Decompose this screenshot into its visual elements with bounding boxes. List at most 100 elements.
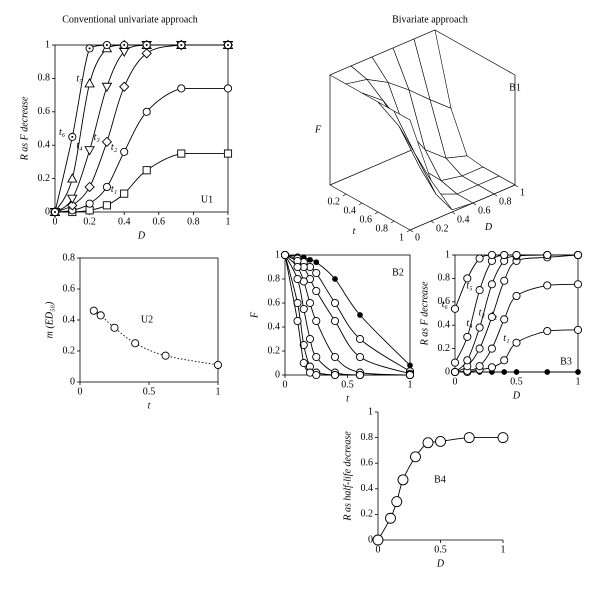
marker-center xyxy=(105,44,108,46)
y-tick-label: 0.4 xyxy=(268,321,281,332)
x-tick-label: 0.8 xyxy=(187,216,200,227)
marker xyxy=(141,48,152,59)
series-label: t₁ xyxy=(111,184,117,195)
marker xyxy=(573,280,583,289)
d-tick xyxy=(430,220,435,224)
marker xyxy=(463,356,472,365)
series-label: t₁ xyxy=(503,333,509,344)
d-tick-label: 0.4 xyxy=(457,214,470,225)
marker xyxy=(575,369,581,375)
y-tick-label: 1 xyxy=(445,249,450,260)
marker xyxy=(305,334,315,344)
panel-label: U1 xyxy=(201,194,213,205)
marker xyxy=(357,312,363,318)
marker xyxy=(475,344,484,353)
marker xyxy=(573,250,583,260)
marker xyxy=(512,338,521,347)
marker xyxy=(312,352,321,362)
x-tick-label: 1 xyxy=(226,216,231,227)
series-line xyxy=(54,44,228,213)
marker xyxy=(543,250,552,260)
marker xyxy=(299,340,308,350)
marker xyxy=(161,351,170,360)
x-tick-label: 0.2 xyxy=(83,216,96,227)
marker xyxy=(543,326,552,336)
t-tick-label: 0.2 xyxy=(328,196,341,207)
series-label: t₂ xyxy=(111,142,118,153)
d-tick-label: 0.2 xyxy=(436,223,449,234)
d-tick xyxy=(472,202,477,206)
x-tick-label: 0 xyxy=(283,379,288,390)
x-tick-label: 0 xyxy=(78,386,83,397)
t-tick-label: 0.4 xyxy=(344,205,357,216)
marker xyxy=(487,280,496,289)
marker xyxy=(101,136,113,147)
y-tick-label: 0.2 xyxy=(38,173,51,184)
marker xyxy=(405,370,415,380)
marker xyxy=(120,147,129,156)
y-tick-label: 0.2 xyxy=(438,343,451,354)
panel-label: B3 xyxy=(560,356,572,367)
x-axis-label: D xyxy=(436,558,445,569)
marker xyxy=(450,304,460,313)
t-tick xyxy=(390,220,395,224)
series-line xyxy=(93,310,219,366)
panel-label: B2 xyxy=(392,267,404,278)
y-tick-label: 0.4 xyxy=(63,314,76,325)
x-axis-label: t xyxy=(346,393,349,404)
marker xyxy=(463,332,472,341)
marker-center xyxy=(180,44,183,46)
marker xyxy=(307,256,313,263)
x-tick-label: 0.5 xyxy=(510,376,523,387)
y-axis-label: F xyxy=(249,311,260,319)
marker xyxy=(330,298,340,308)
x-axis-label: D xyxy=(137,230,146,241)
series-label: t₅ xyxy=(76,74,83,85)
d-tick xyxy=(493,193,498,197)
f-axis-label: F xyxy=(314,124,322,135)
marker xyxy=(101,82,113,93)
t-tick xyxy=(342,193,347,197)
marker xyxy=(332,276,338,282)
x-tick-label: 0.5 xyxy=(143,386,156,397)
t-tick xyxy=(374,211,379,215)
marker xyxy=(131,339,140,348)
d-axis xyxy=(409,184,516,231)
series-label: t₄ xyxy=(76,141,83,152)
marker xyxy=(475,323,484,332)
marker-center xyxy=(54,211,56,213)
marker xyxy=(497,432,509,444)
marker xyxy=(355,352,365,362)
marker xyxy=(487,250,496,260)
panel-title: Conventional univariate approach xyxy=(62,14,198,25)
marker xyxy=(450,358,460,367)
x-tick-label: 0.6 xyxy=(153,216,166,227)
panel-label: B4 xyxy=(434,474,446,485)
marker xyxy=(463,432,475,444)
y-tick-label: 0 xyxy=(70,376,75,387)
x-tick-label: 1 xyxy=(501,544,506,555)
marker xyxy=(422,437,434,449)
marker xyxy=(500,356,509,365)
y-tick-label: 0.2 xyxy=(268,345,281,356)
x-tick-label: 0.5 xyxy=(341,379,354,390)
marker xyxy=(500,276,509,285)
marker-center xyxy=(88,47,91,50)
marker xyxy=(407,362,413,369)
marker xyxy=(512,291,521,301)
surface-cell xyxy=(393,110,432,181)
series-label: t₆ xyxy=(59,127,66,138)
marker xyxy=(213,360,223,370)
marker xyxy=(372,534,384,546)
marker xyxy=(500,315,509,324)
marker xyxy=(313,259,320,266)
y-tick-label: 1 xyxy=(275,249,280,260)
y-tick-label: 0.8 xyxy=(361,432,374,443)
marker xyxy=(299,358,308,368)
d-axis-label: D xyxy=(484,222,493,233)
marker xyxy=(299,304,308,314)
d-tick-label: 0.6 xyxy=(478,205,491,216)
t-tick xyxy=(358,202,363,206)
y-tick-label: 0 xyxy=(368,534,373,545)
